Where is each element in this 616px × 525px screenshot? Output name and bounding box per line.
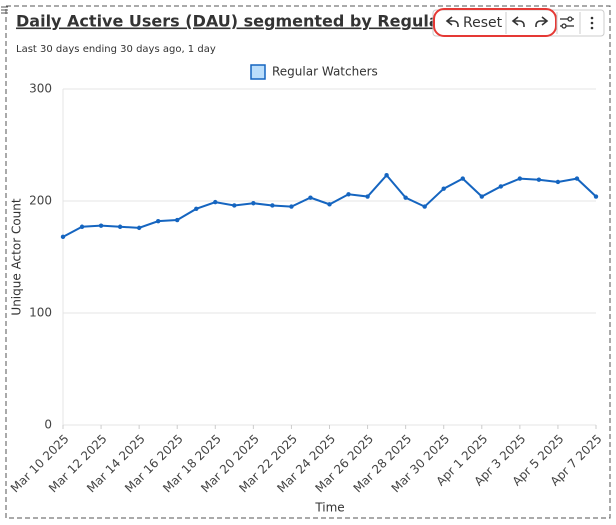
data-point [555,179,561,185]
data-point [117,224,123,229]
y-tick-label: 200 [29,194,52,208]
data-point [79,224,85,229]
highlight [433,8,557,37]
data-point [270,203,275,208]
widget-border [5,5,611,519]
legend-swatch [250,64,266,80]
data-point [308,195,313,200]
data-point [136,225,142,231]
toolbar [432,9,605,37]
legend-label: Regular Watchers [272,65,378,79]
data-point [155,218,161,224]
chart-subtitle: Last 30 days ending 30 days ago, 1 day [16,44,216,55]
data-point [175,217,180,223]
reset-button[interactable]: Reset [445,15,503,31]
data-point [574,176,580,181]
data-point [327,202,332,207]
y-tick-label: 0 [44,418,52,432]
data-point [460,176,465,181]
data-point [498,184,504,189]
data-point [403,195,408,200]
data-point [441,186,446,191]
settings-button[interactable] [560,16,574,29]
data-point [251,201,256,206]
data-point [60,234,66,240]
data-point [517,176,523,181]
data-point [98,223,104,228]
data-point [213,199,218,205]
redo-button[interactable] [535,16,549,27]
y-tick-label: 300 [29,82,52,96]
more-button[interactable] [590,16,594,30]
data-point [346,192,351,197]
data-point [593,194,599,199]
x-axis-label: Time [314,501,344,515]
undo-button[interactable] [511,16,525,27]
data-point [536,177,542,182]
data-point [289,204,294,209]
reset-label[interactable]: Reset [463,15,503,31]
data-point [384,173,389,178]
y-axis-label: Unique Actor Count [10,198,24,315]
y-tick-label: 100 [29,306,52,320]
data-point [365,194,370,199]
data-point [479,194,484,199]
chart-title[interactable]: Daily Active Users (DAU) segmented by Re… [16,12,463,31]
data-point [422,204,427,209]
data-point [232,203,237,208]
data-point [194,206,199,212]
drag-handle[interactable] [1,6,8,14]
